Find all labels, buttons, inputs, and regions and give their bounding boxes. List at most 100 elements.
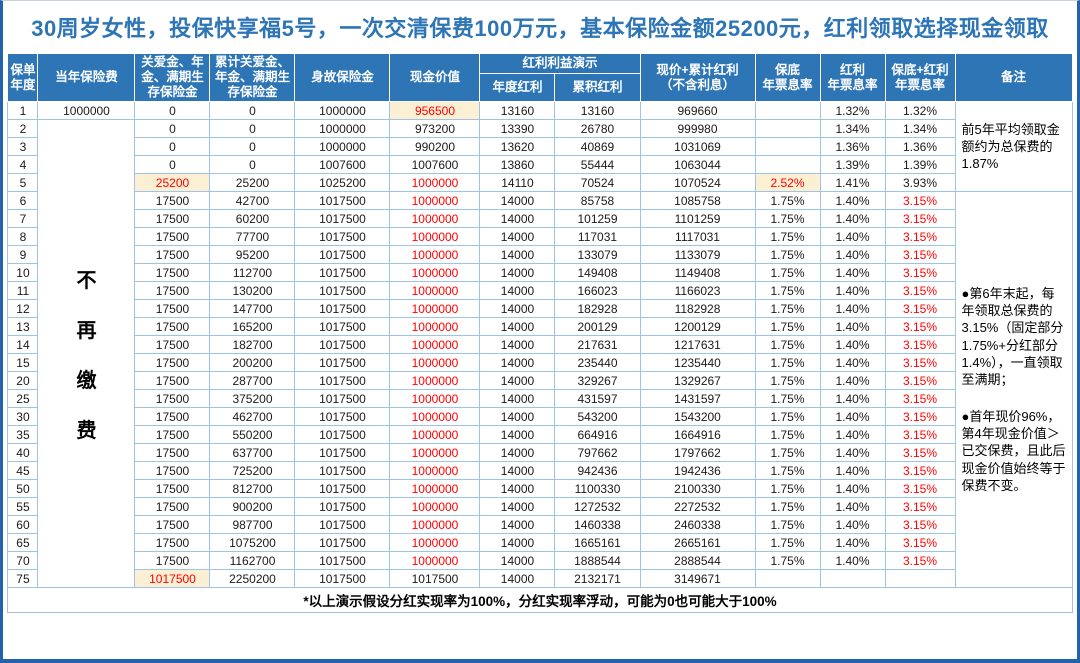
cell-total-rate: 3.15% [884,551,956,570]
cell-cash-plus-dividend: 2460338 [639,515,756,534]
cell-cum-care-benefit: 0 [209,155,296,174]
col-header-annual-dividend: 年度红利 [479,73,556,102]
cell-total-rate: 3.15% [884,353,956,372]
cell-cum-care-benefit: 200200 [209,353,296,372]
table-row: 35 17500 550200 1017500 1000000 14000 664916 16… [7,425,1072,444]
cell-total-rate: 3.15% [884,425,956,444]
cell-cash-plus-dividend: 1329267 [639,371,756,390]
cell-death-benefit: 1017500 [294,569,391,588]
cell-cash-value: 956500 [389,101,481,120]
cell-cum-dividend: 1665161 [554,533,641,552]
cell-guaranteed-rate: 1.75% [754,353,821,372]
cell-death-benefit: 1017500 [294,497,391,516]
col-header-cash-plus-dividend: 现价+累计红利 （不含利息） [639,53,756,102]
cell-cum-dividend: 133079 [554,245,641,264]
cell-policy-year: 12 [7,299,39,318]
cell-annual-dividend: 14000 [479,281,556,300]
cell-annual-dividend: 14000 [479,335,556,354]
cell-cum-care-benefit: 112700 [209,263,296,282]
cell-dividend-rate: 1.40% [819,335,886,354]
cell-cash-value: 1000000 [389,371,481,390]
cell-care-benefit: 0 [134,119,211,138]
table-row: 10 17500 112700 1017500 1000000 14000 149408 11… [7,263,1072,282]
cell-care-benefit: 17500 [134,299,211,318]
cell-total-rate: 3.15% [884,389,956,408]
cell-guaranteed-rate [754,137,821,156]
table-row: 12 17500 147700 1017500 1000000 14000 182928 11… [7,299,1072,318]
cell-guaranteed-rate: 1.75% [754,245,821,264]
cell-death-benefit: 1017500 [294,425,391,444]
cell-policy-year: 30 [7,407,39,426]
cell-cum-care-benefit: 0 [209,101,296,120]
cell-care-benefit: 17500 [134,353,211,372]
cell-death-benefit: 1017500 [294,227,391,246]
col-header-cum-dividend: 累积红利 [554,73,641,102]
col-header-care-benefit: 关爱金、年 金、满期生 存保险金 [134,53,211,102]
cell-care-benefit: 17500 [134,515,211,534]
table-row: 1 1000000 0 0 1000000 956500 13160 13160 969660 1… [7,101,1073,192]
cell-cash-plus-dividend: 1085758 [639,191,756,210]
cell-cum-care-benefit: 77700 [209,227,296,246]
cell-guaranteed-rate: 1.75% [754,263,821,282]
cell-guaranteed-rate [754,101,821,120]
cell-cash-value: 1000000 [389,479,481,498]
cell-cash-value: 990200 [389,137,481,156]
table-row: 3 0 0 1000000 990200 13620 40869 1031069 1.36% 1.… [7,137,1072,156]
col-header-annual-premium: 当年保险费 [37,53,136,102]
cell-cash-plus-dividend: 1070524 [639,173,756,192]
cell-total-rate: 1.34% [884,119,956,138]
col-header-death-benefit: 身故保险金 [294,53,391,102]
table-row: 8 17500 77700 1017500 1000000 14000 117031 1117… [7,227,1072,246]
cell-cum-dividend: 1100330 [554,479,641,498]
cell-guaranteed-rate: 1.75% [754,209,821,228]
cell-policy-year: 4 [7,155,39,174]
cell-dividend-rate: 1.40% [819,353,886,372]
cell-care-benefit: 17500 [134,533,211,552]
table-row: 45 17500 725200 1017500 1000000 14000 942436 19… [7,461,1072,480]
cell-policy-year: 50 [7,479,39,498]
cell-care-benefit: 17500 [134,461,211,480]
cell-guaranteed-rate [754,119,821,138]
cell-cash-plus-dividend: 3149671 [639,569,756,588]
cell-cum-dividend: 149408 [554,263,641,282]
cell-cash-value: 1000000 [389,317,481,336]
cell-total-rate: 3.15% [884,443,956,462]
table-row: 25 17500 375200 1017500 1000000 14000 431597 14… [7,389,1072,408]
cell-guaranteed-rate: 1.75% [754,389,821,408]
cell-death-benefit: 1000000 [294,101,391,120]
cell-total-rate: 3.93% [884,173,956,192]
cell-annual-dividend: 13390 [479,119,556,138]
cell-death-benefit: 1017500 [294,317,391,336]
cell-death-benefit: 1017500 [294,443,391,462]
cell-death-benefit: 1017500 [294,263,391,282]
table-row: 40 17500 637700 1017500 1000000 14000 797662 17… [7,443,1072,462]
cell-care-benefit: 25200 [134,173,211,192]
cell-policy-year: 70 [7,551,39,570]
cell-guaranteed-rate: 1.75% [754,371,821,390]
cell-dividend-rate: 1.40% [819,191,886,210]
cell-death-benefit: 1017500 [294,515,391,534]
cell-cash-value: 1000000 [389,425,481,444]
cell-cash-plus-dividend: 1217631 [639,335,756,354]
col-header-dividend-group: 红利利益演示 [479,53,641,74]
cell-guaranteed-rate: 1.75% [754,335,821,354]
cell-dividend-rate: 1.40% [819,299,886,318]
cell-cash-plus-dividend: 1797662 [639,443,756,462]
cell-cum-dividend: 85758 [554,191,641,210]
cell-cash-plus-dividend: 1431597 [639,389,756,408]
cell-care-benefit: 0 [134,137,211,156]
cell-dividend-rate: 1.40% [819,209,886,228]
cell-cum-dividend: 543200 [554,407,641,426]
cell-care-benefit: 17500 [134,425,211,444]
cell-total-rate: 1.39% [884,155,956,174]
cell-cash-value: 1000000 [389,443,481,462]
table-row: 60 17500 987700 1017500 1000000 14000 1460338 2… [7,515,1072,534]
cell-care-benefit: 17500 [134,551,211,570]
col-header-cum-care-benefit: 累计关爱金、 年金、满期生 存保险金 [209,53,296,102]
cell-care-benefit: 17500 [134,443,211,462]
col-header-remark: 备注 [954,53,1073,102]
cell-dividend-rate: 1.40% [819,227,886,246]
cell-guaranteed-rate: 1.75% [754,443,821,462]
cell-dividend-rate: 1.36% [819,137,886,156]
cell-cash-plus-dividend: 1063044 [639,155,756,174]
